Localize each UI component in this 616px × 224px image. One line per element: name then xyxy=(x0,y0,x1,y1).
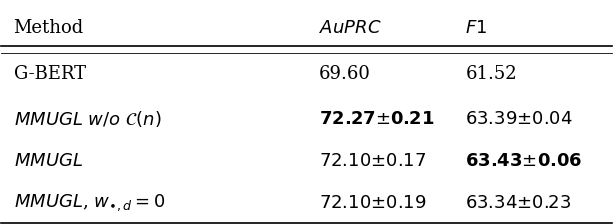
Text: $\mathit{MMUGL}$: $\mathit{MMUGL}$ xyxy=(14,152,83,170)
Text: 61.52: 61.52 xyxy=(465,65,517,83)
Text: $\mathit{AuPRC}$: $\mathit{AuPRC}$ xyxy=(318,19,381,37)
Text: G-BERT: G-BERT xyxy=(14,65,86,83)
Text: $\mathbf{63.43}{\pm}\mathbf{0.06}$: $\mathbf{63.43}{\pm}\mathbf{0.06}$ xyxy=(465,152,583,170)
Text: $\mathit{MMUGL}$, $w_{\bullet,d}=0$: $\mathit{MMUGL}$, $w_{\bullet,d}=0$ xyxy=(14,192,165,213)
Text: $\mathit{F1}$: $\mathit{F1}$ xyxy=(465,19,487,37)
Text: $\mathit{MMUGL}$ $\mathit{w/o}$ $\mathcal{C}(n)$: $\mathit{MMUGL}$ $\mathit{w/o}$ $\mathca… xyxy=(14,109,161,129)
Text: $63.34{\pm}0.23$: $63.34{\pm}0.23$ xyxy=(465,194,572,212)
Text: $72.10{\pm}0.19$: $72.10{\pm}0.19$ xyxy=(318,194,426,212)
Text: 69.60: 69.60 xyxy=(318,65,371,83)
Text: $\mathbf{72.27}{\pm}\mathbf{0.21}$: $\mathbf{72.27}{\pm}\mathbf{0.21}$ xyxy=(318,110,434,128)
Text: Method: Method xyxy=(14,19,84,37)
Text: $63.39{\pm}0.04$: $63.39{\pm}0.04$ xyxy=(465,110,573,128)
Text: $72.10{\pm}0.17$: $72.10{\pm}0.17$ xyxy=(318,152,426,170)
